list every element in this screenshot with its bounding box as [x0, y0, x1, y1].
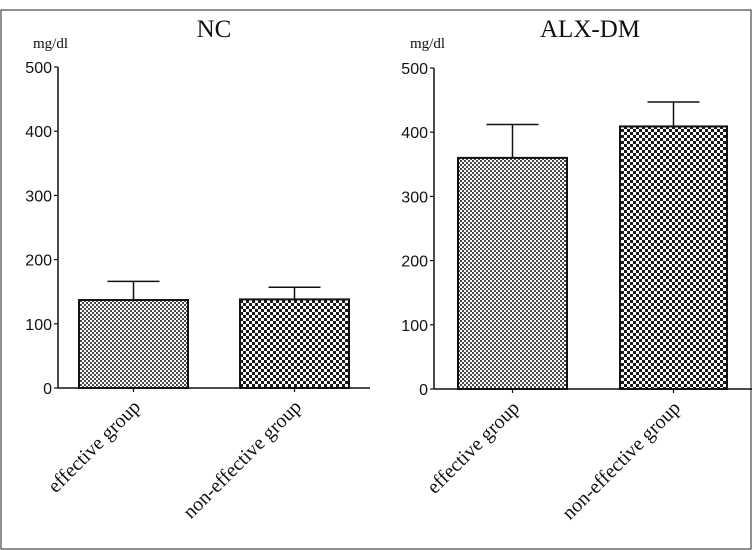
- chart-panel-alx-dm: ALX-DM mg/dl 0 100 200 300 400 500 effective …: [401, 16, 752, 524]
- bar-group: [78, 280, 350, 389]
- category-label: non-effective group: [179, 396, 306, 523]
- bar: [78, 299, 189, 389]
- y-tick-label: 400: [25, 124, 52, 141]
- y-tick-label: 200: [401, 254, 428, 271]
- y-axis: 0 100 200 300 400 500: [401, 61, 435, 399]
- y-tick-label: 0: [43, 381, 52, 398]
- y-tick-label: 300: [401, 189, 428, 206]
- y-unit-label: mg/dl: [33, 36, 68, 52]
- chart-panel-nc: NC mg/dl 0 100 200 300 400 500 effective grou…: [25, 16, 370, 523]
- y-tick-label: 100: [25, 317, 52, 334]
- y-tick-label: 500: [25, 60, 52, 77]
- chart-title: NC: [197, 16, 232, 43]
- y-tick-label: 500: [401, 61, 428, 78]
- category-label: non-effective group: [558, 397, 685, 524]
- bar: [619, 125, 728, 390]
- y-unit-label: mg/dl: [410, 36, 445, 52]
- category-label: effective group: [44, 396, 145, 497]
- bar-group: [457, 101, 728, 390]
- y-tick-label: 0: [419, 382, 428, 399]
- bar: [457, 156, 568, 390]
- category-labels: effective group non-effective group: [423, 397, 685, 524]
- category-labels: effective group non-effective group: [44, 396, 306, 523]
- y-tick-label: 300: [25, 188, 52, 205]
- category-label: effective group: [423, 397, 524, 498]
- figure-frame: [0, 9, 752, 550]
- y-tick-label: 200: [25, 253, 52, 270]
- y-tick-label: 400: [401, 125, 428, 142]
- chart-title: ALX-DM: [540, 16, 640, 43]
- y-tick-label: 100: [401, 318, 428, 335]
- y-axis: 0 100 200 300 400 500: [25, 60, 59, 398]
- bar: [239, 298, 350, 389]
